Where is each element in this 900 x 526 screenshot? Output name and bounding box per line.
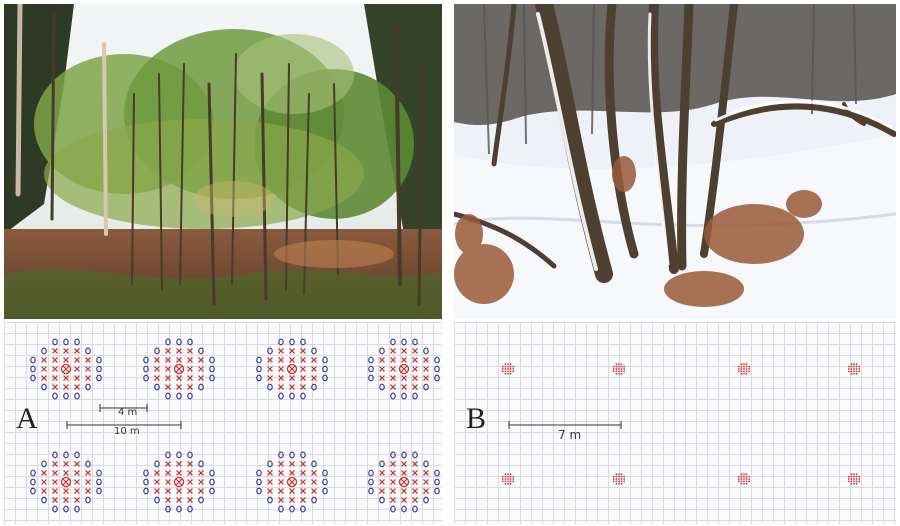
scale-label-10m: 10 m	[114, 426, 140, 437]
cluster	[368, 338, 440, 400]
scale-bar-7m	[508, 421, 622, 429]
cluster	[143, 338, 215, 400]
cluster	[256, 338, 328, 400]
scale-label-7m: 7 m	[558, 428, 582, 442]
dot-cluster	[737, 363, 751, 375]
dot-cluster	[737, 473, 751, 485]
cluster	[143, 451, 215, 513]
snow-forest-photo	[454, 4, 896, 319]
dot-cluster	[501, 473, 515, 485]
scale-bar-10m	[66, 421, 182, 429]
dot-cluster	[847, 363, 861, 375]
cluster	[256, 451, 328, 513]
cluster-pattern-a	[30, 338, 440, 513]
snow-scene	[454, 4, 896, 319]
dot-cluster	[612, 363, 626, 375]
cluster	[368, 451, 440, 513]
planting-diagram-b: B 7 m	[454, 322, 896, 524]
forest-scene	[4, 4, 442, 319]
planting-diagram-a: A 4 m 10 m	[4, 322, 442, 524]
dot-cluster	[612, 473, 626, 485]
dot-cluster	[501, 363, 515, 375]
cluster-pattern-b	[501, 363, 861, 485]
scale-bar-4m	[99, 404, 148, 412]
panel-label-a: A	[16, 402, 38, 435]
scale-label-4m: 4 m	[118, 407, 138, 418]
forest-photo	[4, 4, 442, 319]
cluster	[30, 451, 102, 513]
dot-cluster	[847, 473, 861, 485]
cluster	[30, 338, 102, 400]
panel-label-b: B	[466, 402, 487, 435]
